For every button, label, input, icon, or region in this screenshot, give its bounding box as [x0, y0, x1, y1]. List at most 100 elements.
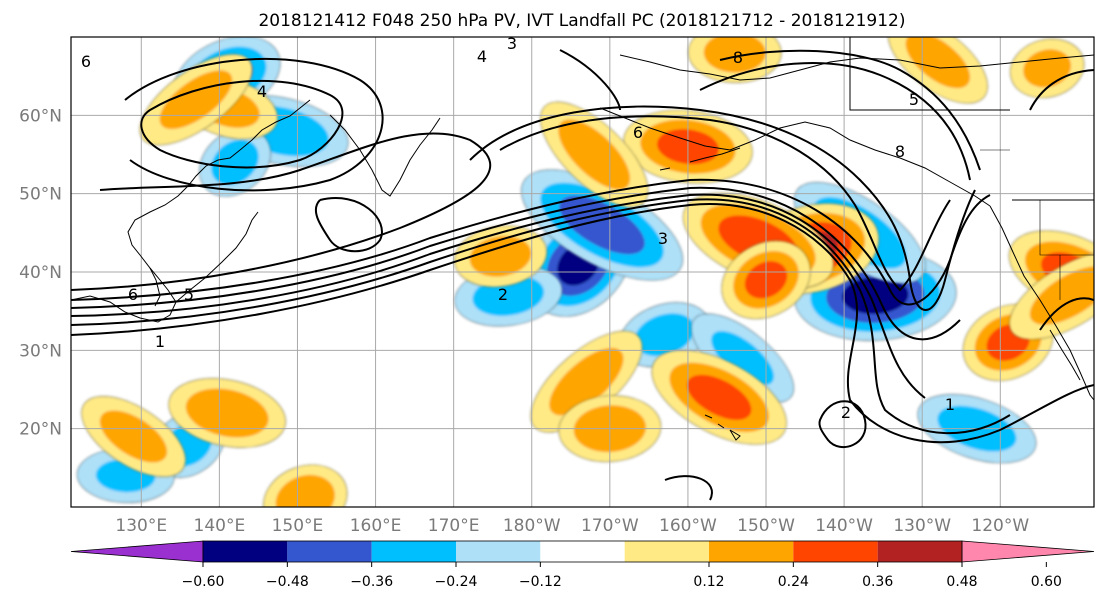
colorbar-ticks: −0.60 −0.48 −0.36 −0.24 −0.12 0.12 0.24 0.36 0.4… [182, 562, 1062, 590]
contour-labels: 1 1 2 2 3 3 4 4 5 5 6 6 6 8 8 [81, 34, 955, 422]
pv-anomaly-feature [651, 350, 787, 445]
colorbar-swatch [793, 541, 878, 562]
border-canada-us [849, 37, 1094, 201]
pv-anomaly-feature [168, 378, 286, 448]
pv-contours [71, 49, 1094, 501]
coast-baja [1049, 329, 1081, 381]
colorbar-tick-label: 0.48 [946, 574, 977, 590]
contour-label: 4 [257, 82, 267, 101]
pv-anomaly-feature [199, 128, 271, 197]
pv-shade-level [711, 330, 774, 386]
colorbar-tick-label: −0.60 [182, 574, 225, 590]
colorbar-tick-label: −0.24 [435, 574, 478, 590]
pv-contour [71, 193, 926, 399]
colorbar-swatches [70, 540, 1095, 563]
y-tick-label: 40°N [19, 263, 62, 283]
pv-contour [124, 57, 384, 192]
pv-shade-level [703, 37, 766, 73]
colorbar-tick-label: 0.12 [693, 574, 724, 590]
contour-label: 1 [155, 332, 165, 351]
pv-shade-level [558, 119, 631, 190]
x-axis-ticks: 130°E 140°E 150°E 160°E 170°E 180°W 170°W 160°W… [115, 516, 1029, 536]
pv-shade-level [686, 374, 752, 420]
colorbar-tick-label: −0.48 [266, 574, 309, 590]
colorbar-swatch [540, 541, 625, 562]
y-tick-label: 30°N [19, 341, 62, 361]
contour-label: 6 [128, 285, 138, 304]
colorbar-swatch [203, 541, 288, 562]
y-tick-label: 50°N [19, 185, 62, 205]
x-tick-label: 170°E [428, 516, 480, 536]
colorbar-swatch [456, 541, 541, 562]
pv-anomaly-feature [1009, 251, 1094, 340]
coast-alaska [599, 107, 991, 207]
pv-contour [499, 115, 951, 292]
colorbar: −0.60 −0.48 −0.36 −0.24 −0.12 0.12 0.24 0.36 0.4… [70, 540, 1095, 590]
pv-contour [818, 400, 867, 449]
x-tick-label: 150°W [737, 516, 795, 536]
coast-japan [175, 211, 259, 303]
pv-shade-level [185, 388, 269, 438]
colorbar-tick-label: −0.12 [519, 574, 562, 590]
contour-label: 8 [733, 48, 743, 67]
contour-label: 5 [184, 285, 194, 304]
pv-shade-level [634, 313, 695, 357]
colorbar-swatch [371, 541, 456, 562]
border-states [980, 149, 1094, 300]
contour-label: 6 [81, 52, 91, 71]
hawaii-islands [704, 414, 741, 441]
x-tick-label: 180°W [503, 516, 561, 536]
x-tick-label: 130°W [893, 516, 951, 536]
coast-aleutians [659, 147, 741, 171]
pv-shade-level [275, 474, 335, 507]
colorbar-swatch [624, 541, 709, 562]
x-tick-label: 160°W [659, 516, 717, 536]
coast-kamchatka [329, 114, 441, 197]
contour-label: 2 [498, 285, 508, 304]
coast-arctic [619, 54, 1094, 81]
pv-contour [664, 475, 713, 501]
coast-korea [149, 267, 161, 307]
pv-contour [1039, 297, 1094, 331]
pv-contour [699, 62, 971, 181]
x-tick-label: 140°W [815, 516, 873, 536]
pv-shade-level [559, 195, 645, 255]
pv-anomaly-feature [687, 37, 782, 83]
pv-anomaly-feature [1009, 38, 1085, 99]
colorbar-swatch [877, 541, 962, 562]
y-tick-label: 20°N [19, 420, 62, 440]
contour-label: 3 [507, 34, 517, 53]
pv-contour [719, 49, 981, 171]
colorbar-swatch [709, 541, 794, 562]
x-tick-label: 170°W [581, 516, 639, 536]
pv-contour [140, 79, 344, 169]
contour-label: 8 [895, 142, 905, 161]
x-tick-label: 120°W [971, 516, 1029, 536]
y-axis-ticks: 20°N 30°N 40°N 50°N 60°N [19, 106, 62, 439]
colorbar-extend-low [70, 540, 204, 563]
coast-asia [71, 99, 311, 323]
pv-shade-level [211, 139, 259, 186]
pv-contour [71, 203, 1094, 444]
contour-label: 5 [909, 90, 919, 109]
pv-anomaly-feature [540, 101, 649, 208]
pv-contour [71, 132, 492, 291]
colorbar-tick-label: 0.60 [1031, 574, 1062, 590]
x-tick-label: 150°E [272, 516, 324, 536]
colorbar-outline [202, 540, 963, 563]
contour-label: 6 [633, 123, 643, 142]
pv-shade-level [99, 410, 168, 463]
colorbar-extend-high [961, 540, 1095, 563]
colorbar-swatch [287, 541, 372, 562]
pv-contour [314, 197, 383, 253]
y-tick-label: 60°N [19, 106, 62, 126]
colorbar-tick-label: −0.36 [350, 574, 393, 590]
pv-anomaly-feature [81, 395, 186, 478]
chart-title: 2018121412 F048 250 hPa PV, IVT Landfall… [258, 11, 905, 31]
x-tick-label: 140°E [194, 516, 246, 536]
x-tick-label: 160°E [350, 516, 402, 536]
contour-label: 2 [841, 403, 851, 422]
pv-contour [71, 198, 1011, 435]
coast-north-america [989, 205, 1094, 401]
